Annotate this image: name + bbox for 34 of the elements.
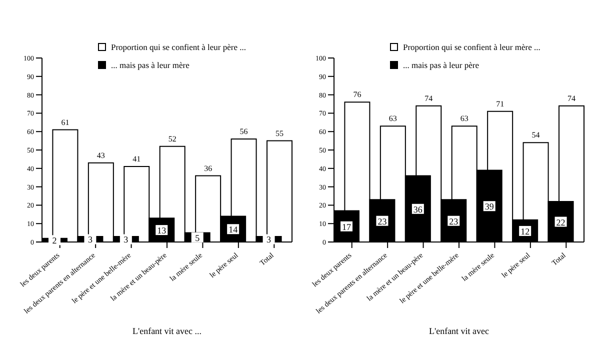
- data-label: 76: [353, 90, 362, 100]
- data-label: 3: [124, 234, 129, 245]
- data-label: 22: [556, 217, 566, 228]
- data-label: 71: [496, 99, 504, 108]
- data-label: 54: [532, 130, 540, 140]
- data-label: 41: [132, 154, 141, 164]
- data-label: 3: [266, 234, 272, 245]
- data-label: 52: [168, 134, 176, 144]
- data-label: 36: [413, 204, 423, 214]
- data-label: 13: [157, 226, 167, 236]
- x-axis-title: L'enfant vit avec: [428, 326, 490, 336]
- data-label: 74: [424, 94, 433, 103]
- data-label: 63: [388, 114, 397, 124]
- data-label: 61: [61, 118, 70, 127]
- data-label: 39: [484, 202, 494, 212]
- data-label: 17: [342, 222, 352, 232]
- x-axis-title: L'enfant vit avec ...: [132, 326, 202, 336]
- data-label: 3: [88, 234, 93, 245]
- legend-label: Proportion qui se confient à leur père ...: [111, 41, 246, 54]
- legend-label: ... mais pas à leur mère: [111, 59, 190, 72]
- data-label: 36: [204, 164, 212, 173]
- data-label: 43: [96, 150, 105, 160]
- data-label: 63: [460, 114, 468, 124]
- data-label: 56: [240, 126, 248, 136]
- data-label: 23: [449, 216, 459, 226]
- data-label: 74: [568, 94, 576, 103]
- data-label: 23: [378, 216, 388, 226]
- data-label: 12: [520, 226, 530, 236]
- data-label: 2: [52, 236, 57, 246]
- data-label: 5: [195, 232, 200, 243]
- data-label: 14: [228, 224, 238, 235]
- legend-label: ... mais pas à leur père: [403, 59, 479, 72]
- data-label: 55: [276, 128, 284, 138]
- legend-label: Proportion qui se confient à leur mère ...: [403, 41, 540, 54]
